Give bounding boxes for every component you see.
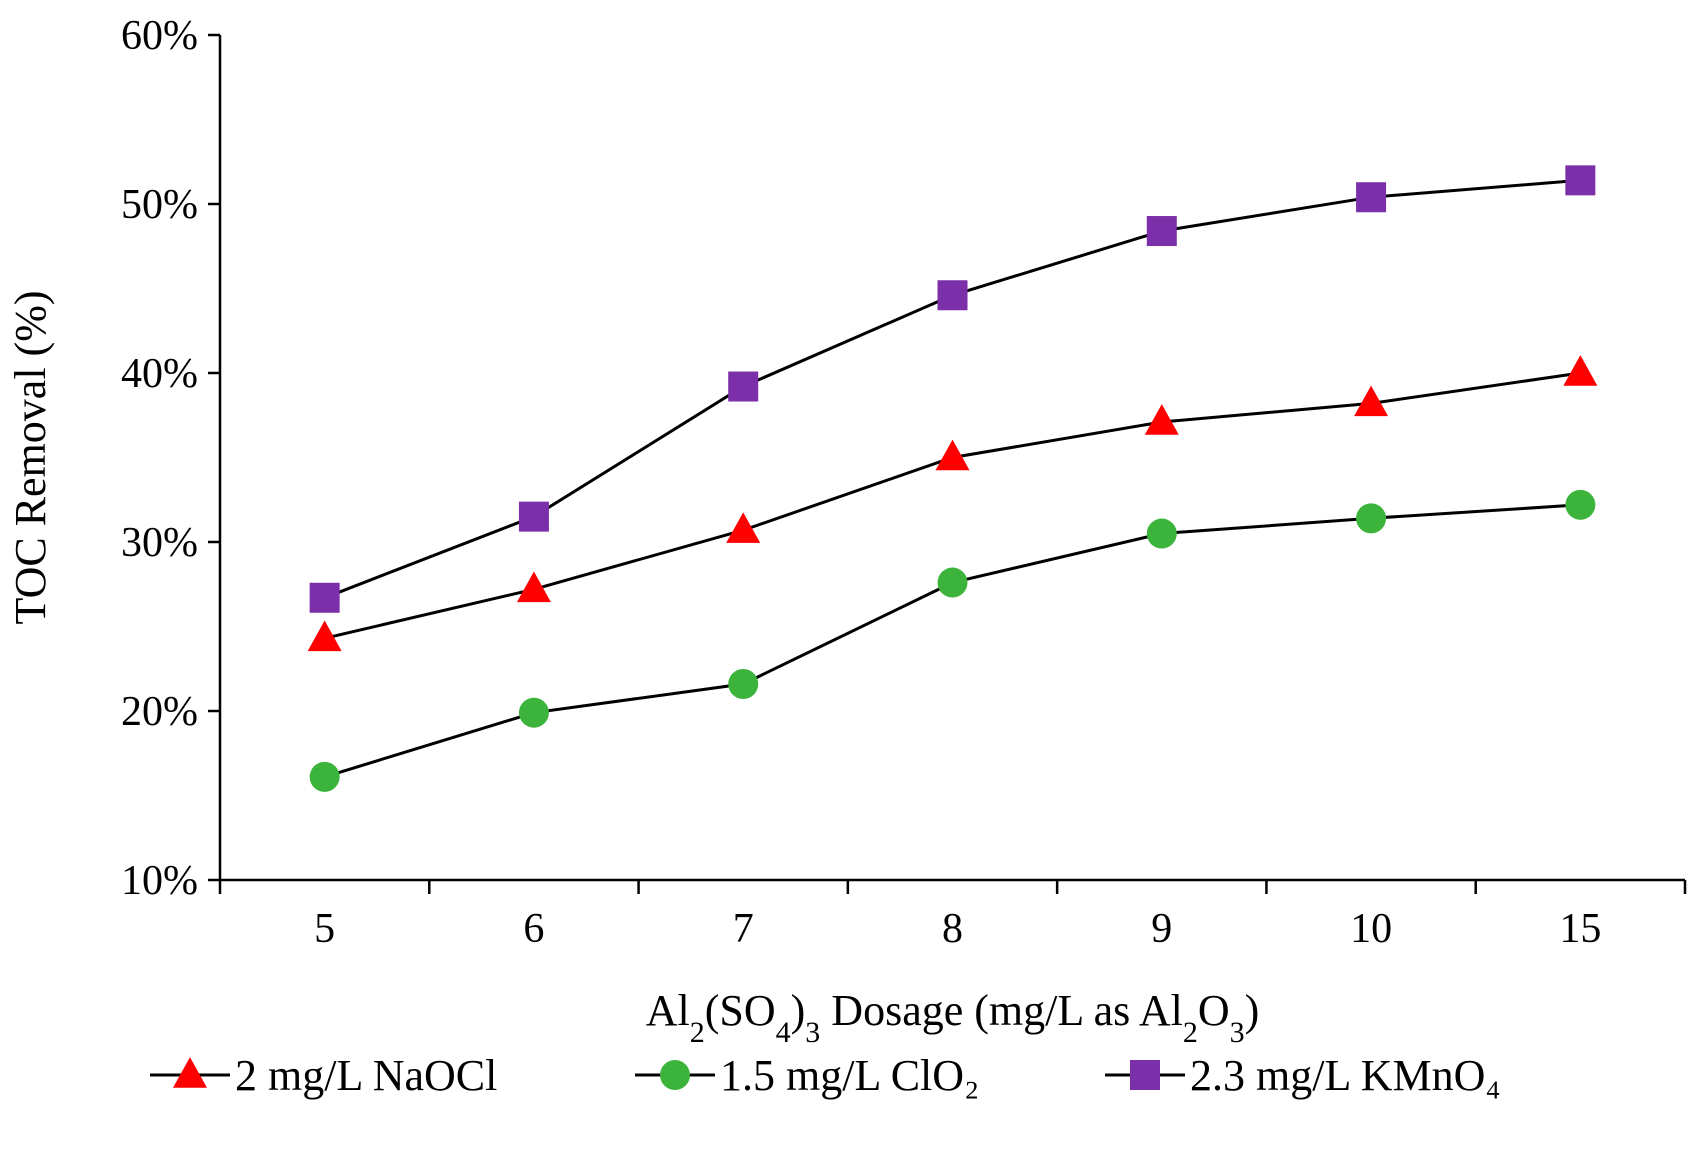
data-point [1146, 216, 1177, 247]
x-tick-label: 7 [733, 906, 754, 952]
legend: 2 mg/L NaOCl 1.5 mg/L ClO₂ 2.3 mg/L KMnO₄ [150, 1051, 1501, 1100]
x-axis-title-part: 3 [1230, 1016, 1245, 1049]
y-tick-label: 10% [121, 858, 198, 904]
y-axis: 10% 20% 30% 40% 50% 60% [121, 13, 222, 904]
series-1 [309, 489, 1596, 792]
series-2 [309, 165, 1596, 613]
x-axis-title-part: O [1198, 986, 1230, 1035]
data-point [937, 567, 968, 598]
legend-label: 2.3 mg/L KMnO₄ [1190, 1051, 1501, 1100]
x-axis-title-part: (SO [705, 986, 776, 1035]
x-axis-title-part: ) [1245, 986, 1260, 1035]
x-axis-title-part: 3 [805, 1016, 820, 1049]
x-axis-title-part: Al [646, 986, 690, 1035]
data-point [518, 501, 549, 532]
y-tick-label: 20% [121, 689, 198, 735]
data-point [728, 371, 759, 402]
x-axis-title-part: Dosage (mg/L as Al [820, 986, 1183, 1035]
x-tick-label: 6 [523, 906, 544, 952]
series-0 [307, 355, 1598, 652]
legend-marker [660, 1060, 690, 1090]
y-tick-label: 60% [121, 13, 198, 59]
data-point [728, 668, 759, 699]
data-point [937, 280, 968, 311]
data-point [1565, 489, 1596, 520]
legend-marker [173, 1057, 207, 1088]
data-point [1356, 503, 1387, 534]
data-point [1354, 385, 1389, 417]
data-point [518, 697, 549, 728]
data-point [309, 582, 340, 613]
data-point [1146, 518, 1177, 549]
legend-label: 2 mg/L NaOCl [235, 1051, 497, 1100]
series-layer [307, 165, 1598, 792]
x-axis-title-part: ) [791, 986, 806, 1035]
y-tick-label: 30% [121, 520, 198, 566]
x-axis-title-part: 4 [776, 1016, 791, 1049]
x-tick-label: 8 [942, 906, 963, 952]
data-point [516, 571, 551, 603]
legend-item: 1.5 mg/L ClO₂ [635, 1051, 979, 1100]
data-point [935, 439, 970, 471]
data-point [1563, 355, 1598, 386]
x-tick-label: 15 [1559, 906, 1601, 952]
x-tick-label: 10 [1350, 906, 1392, 952]
x-axis-title-part: 2 [1183, 1016, 1198, 1049]
data-point [726, 512, 761, 543]
x-tick-label: 9 [1151, 906, 1172, 952]
y-tick-label: 50% [121, 182, 198, 228]
data-point [309, 761, 340, 792]
legend-item: 2 mg/L NaOCl [150, 1051, 497, 1100]
y-tick-label: 40% [121, 351, 198, 397]
series-line [324, 371, 1581, 640]
series-line [324, 503, 1581, 779]
x-tick-label: 5 [314, 906, 335, 952]
legend-item: 2.3 mg/L KMnO₄ [1105, 1051, 1501, 1100]
y-axis-title: TOC Removal (%) [6, 290, 55, 624]
series-line [324, 178, 1581, 600]
x-axis-title-part: 2 [690, 1016, 705, 1049]
x-axis-title: Al2(SO4)3 Dosage (mg/L as Al2O3) [646, 986, 1260, 1049]
legend-marker [1130, 1060, 1160, 1090]
x-axis: 5 6 7 8 9 10 15 [218, 878, 1687, 952]
legend-label: 1.5 mg/L ClO₂ [720, 1051, 979, 1100]
data-point [1144, 404, 1179, 435]
data-point [1356, 182, 1387, 213]
data-point [307, 620, 342, 652]
data-point [1565, 165, 1596, 196]
